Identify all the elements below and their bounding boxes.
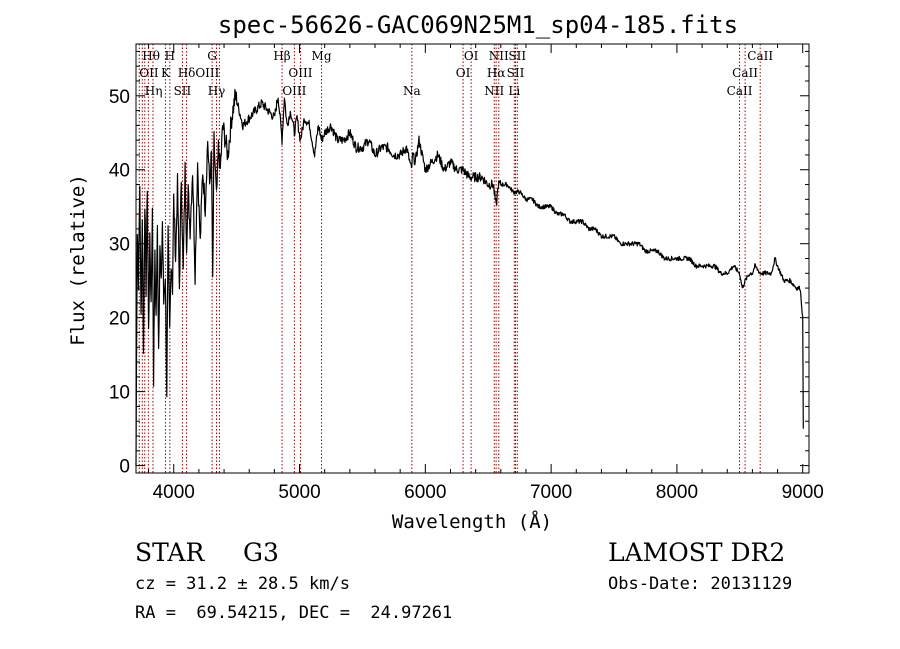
line-marker-label: SII <box>508 49 526 63</box>
line-marker-label: K <box>161 66 171 80</box>
chart-title: spec-56626-GAC069N25M1_sp04-185.fits <box>218 11 738 39</box>
plot-frame <box>135 43 810 474</box>
x-tick-label: 9000 <box>782 482 824 503</box>
line-marker-label: CaII <box>747 49 773 63</box>
line-marker-label: SII <box>174 84 192 98</box>
line-marker-label: Na <box>403 84 421 98</box>
y-axis-label: Flux (relative) <box>67 174 89 346</box>
x-axis-label: Wavelength (Å) <box>392 510 552 533</box>
line-marker-label: Hα <box>487 66 506 80</box>
line-marker-label: Mg <box>312 49 332 63</box>
line-marker-label: Hθ <box>142 49 160 63</box>
line-marker-label: G <box>207 49 217 63</box>
class-label: STAR <box>135 538 205 567</box>
line-marker-label: OI <box>464 49 479 63</box>
x-tick-label: 7000 <box>530 482 572 503</box>
line-marker-label: OIII <box>195 66 219 80</box>
redshift-readout: cz = 31.2 ± 28.5 km/s <box>135 574 350 594</box>
survey-label: LAMOST DR2 <box>608 538 786 567</box>
line-marker-label: Hδ <box>178 66 196 80</box>
y-tick-label: 40 <box>109 161 130 182</box>
line-marker-label: Hη <box>145 84 163 98</box>
y-axis: 0 10 20 30 40 50 <box>109 50 809 478</box>
x-tick-label: 4000 <box>153 482 195 503</box>
x-tick-label: 8000 <box>656 482 698 503</box>
line-marker-label: CaII <box>732 66 758 80</box>
x-tick-label: 6000 <box>404 482 446 503</box>
line-marker-label: OIII <box>282 84 306 98</box>
line-marker-label: NII <box>484 84 504 98</box>
line-marker-label: OII <box>139 66 159 80</box>
line-marker-label: Li <box>508 84 520 98</box>
line-marker-labels: OIIHθHηKHSIIHδGHγOIIIHβOIIIOIIIMgNaOIOIN… <box>139 49 773 98</box>
y-tick-label: 20 <box>109 309 130 330</box>
line-marker-label: OIII <box>288 66 312 80</box>
line-marker-label: OI <box>456 66 471 80</box>
y-tick-label: 30 <box>109 235 130 256</box>
obs-date-readout: Obs-Date: 20131129 <box>608 574 793 594</box>
line-marker-label: Hγ <box>208 84 226 98</box>
y-tick-label: 10 <box>109 383 130 404</box>
line-marker-label: SII <box>507 66 525 80</box>
x-axis: 4000 5000 6000 7000 8000 9000 <box>148 44 824 503</box>
y-tick-label: 0 <box>119 457 130 478</box>
line-marker-label: CaII <box>727 84 753 98</box>
coordinates-readout: RA = 69.54215, DEC = 24.97261 <box>135 603 453 623</box>
line-marker-label: NII <box>489 49 509 63</box>
x-tick-label: 5000 <box>278 482 320 503</box>
subclass-label: G3 <box>243 538 279 567</box>
y-tick-label: 50 <box>109 87 130 108</box>
line-marker-label: H <box>165 49 175 63</box>
spectrum-line <box>135 88 804 466</box>
line-marker-label: Hβ <box>273 49 290 63</box>
